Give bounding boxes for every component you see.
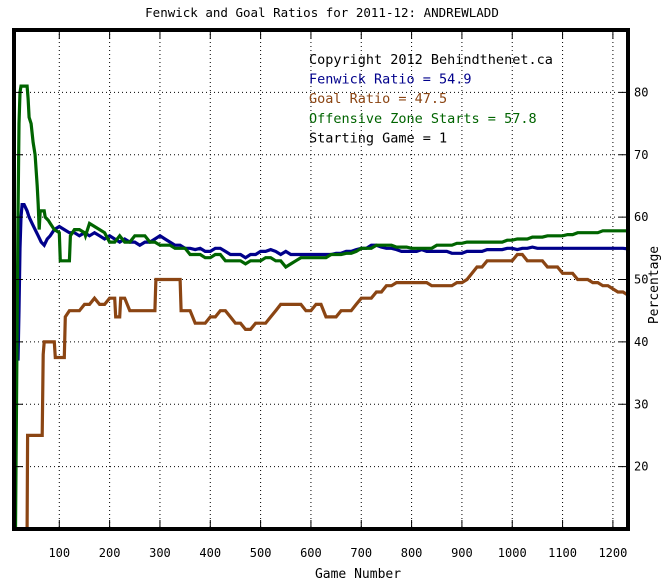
x-axis-label: Game Number <box>315 567 401 580</box>
y-axis-label: Percentage <box>647 246 662 324</box>
y-tick-label-3: 50 <box>634 273 648 287</box>
x-axis: 100 200 300 400 500 600 700 800 900 1000 1100 1200 <box>48 30 627 560</box>
chart-title: Fenwick and Goal Ratios for 2011-12: AND… <box>145 5 499 20</box>
x-tick-label-2: 300 <box>149 546 171 560</box>
legend-entry-2: Goal Ratio = 47.5 <box>309 91 447 107</box>
legend-entry-1: Fenwick Ratio = 54.9 <box>309 72 472 88</box>
legend-entry-4: Starting Game = 1 <box>309 130 447 146</box>
series-group <box>14 84 628 529</box>
y-axis: 20 30 40 50 60 70 80 <box>14 85 648 474</box>
x-tick-label-7: 800 <box>401 546 423 560</box>
x-tick-label-3: 400 <box>199 546 221 560</box>
plot-area <box>14 30 628 529</box>
x-tick-label-11: 1200 <box>598 546 627 560</box>
legend-entry-3: Offensive Zone Starts = 57.8 <box>309 111 537 127</box>
x-tick-label-0: 100 <box>48 546 70 560</box>
y-tick-label-5: 70 <box>634 148 648 162</box>
series-line-offensive-zone-starts <box>14 84 628 529</box>
x-tick-label-5: 600 <box>300 546 322 560</box>
series-line-goal-ratio <box>25 252 628 529</box>
y-tick-label-2: 40 <box>634 335 648 349</box>
y-tick-label-4: 60 <box>634 210 648 224</box>
y-tick-label-1: 30 <box>634 397 648 411</box>
x-tick-label-9: 1000 <box>498 546 527 560</box>
x-tick-label-10: 1100 <box>548 546 577 560</box>
x-tick-label-8: 900 <box>451 546 473 560</box>
x-tick-label-1: 200 <box>99 546 121 560</box>
x-tick-label-6: 700 <box>350 546 372 560</box>
plot-background <box>14 30 628 529</box>
x-tick-label-4: 500 <box>250 546 272 560</box>
y-tick-label-0: 20 <box>634 460 648 474</box>
legend: Copyright 2012 Behindthenet.ca Fenwick Ra… <box>309 52 553 146</box>
y-tick-label-6: 80 <box>634 85 648 99</box>
legend-entry-0: Copyright 2012 Behindthenet.ca <box>309 52 553 68</box>
